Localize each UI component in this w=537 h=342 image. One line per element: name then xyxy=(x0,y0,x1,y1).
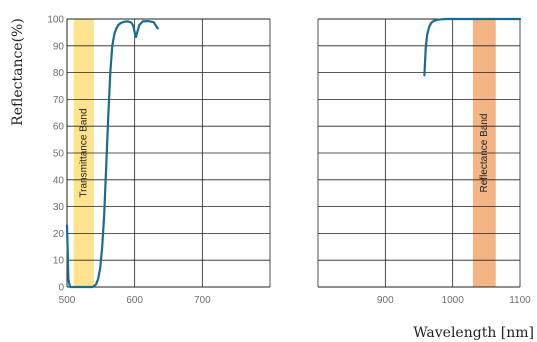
x-axis-label: Wavelength [nm] xyxy=(413,325,534,341)
y-tick-label: 0 xyxy=(58,283,64,294)
series-line-left xyxy=(65,20,159,289)
x-tick-label: 500 xyxy=(59,295,76,306)
y-tick-label: 50 xyxy=(53,149,65,160)
x-tick-label: 1100 xyxy=(509,295,531,306)
y-tick-label: 10 xyxy=(53,256,65,267)
y-tick-label: 80 xyxy=(53,68,65,79)
x-tick-label: 700 xyxy=(194,295,211,306)
x-tick-label: 900 xyxy=(377,295,394,306)
series-line-right xyxy=(423,17,522,77)
y-tick-label: 20 xyxy=(53,229,65,240)
x-tick-label: 600 xyxy=(126,295,143,306)
y-tick-label: 30 xyxy=(53,202,65,213)
y-axis-label: Reflectance(%) xyxy=(10,18,26,126)
chart-panel-left: Transmittance Band 500 600 700010203040506… xyxy=(47,15,271,306)
y-tick-label: 90 xyxy=(53,41,65,52)
y-tick-label: 60 xyxy=(53,122,65,133)
chart-panel-right: Reflectance Band 900 1000 1100 xyxy=(317,17,531,306)
y-tick-label: 40 xyxy=(53,175,65,186)
y-tick-label: 100 xyxy=(47,15,64,26)
x-tick-label: 1000 xyxy=(442,295,465,306)
y-tick-label: 70 xyxy=(53,95,65,106)
